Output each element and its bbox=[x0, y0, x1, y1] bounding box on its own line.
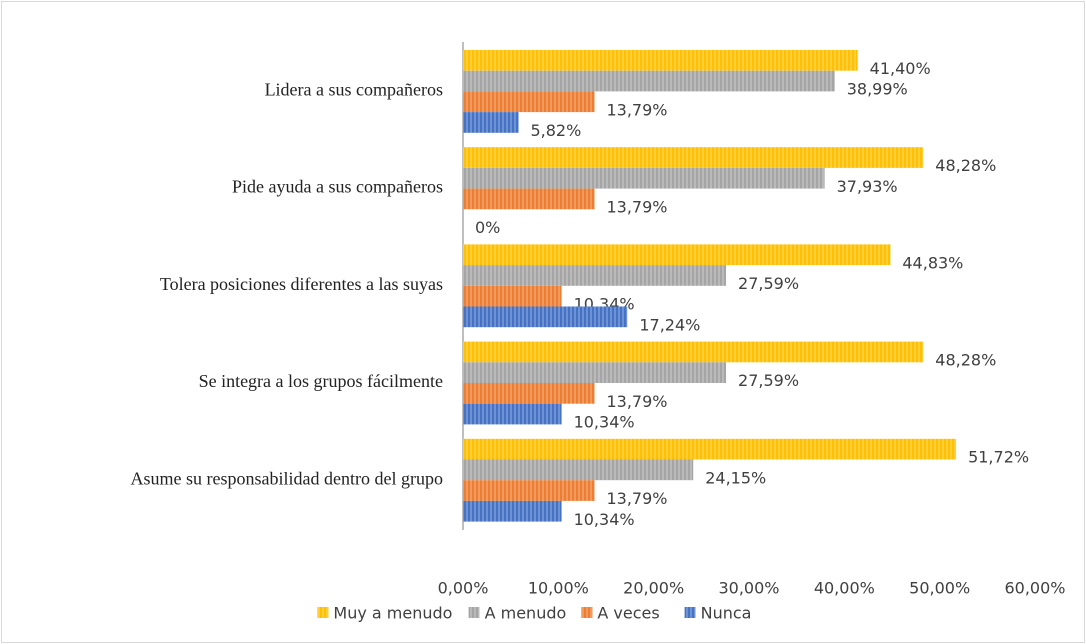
category-label: Asume su responsabilidad dentro del grup… bbox=[131, 468, 443, 488]
bar bbox=[463, 438, 957, 460]
bar bbox=[463, 265, 727, 286]
value-label: 27,59% bbox=[738, 371, 799, 390]
bar bbox=[463, 403, 562, 425]
legend-swatch bbox=[581, 607, 593, 618]
x-tick-label: 40,00% bbox=[814, 579, 875, 598]
bar bbox=[463, 500, 562, 522]
bar bbox=[463, 167, 825, 189]
bar bbox=[463, 306, 628, 328]
bar bbox=[463, 480, 595, 501]
bar bbox=[463, 383, 595, 404]
x-tick-label: 60,00% bbox=[1004, 579, 1065, 598]
value-label: 17,24% bbox=[639, 315, 700, 334]
category-label: Lidera a sus compañeros bbox=[265, 80, 443, 100]
bar bbox=[463, 50, 858, 71]
value-label: 5,82% bbox=[530, 121, 581, 140]
value-label: 10,34% bbox=[574, 510, 635, 529]
bar bbox=[463, 91, 595, 113]
value-label: 37,93% bbox=[837, 177, 898, 196]
category-label: Se integra a los grupos fácilmente bbox=[199, 371, 443, 391]
legend-label: A veces bbox=[597, 604, 659, 623]
category-label: Pide ayuda a sus compañeros bbox=[232, 177, 443, 197]
x-tick-label: 50,00% bbox=[909, 579, 970, 598]
value-label: 10,34% bbox=[574, 413, 635, 432]
bar bbox=[463, 188, 595, 210]
bar bbox=[463, 244, 891, 266]
bar bbox=[463, 147, 924, 168]
value-label: 13,79% bbox=[606, 489, 667, 508]
bar bbox=[463, 341, 924, 363]
legend-swatch bbox=[684, 607, 696, 618]
value-label: 27,59% bbox=[738, 274, 799, 293]
legend-label: Nunca bbox=[701, 604, 752, 623]
x-tick-label: 30,00% bbox=[718, 579, 779, 598]
value-label: 41,40% bbox=[870, 59, 931, 78]
bar bbox=[463, 70, 835, 92]
value-label: 13,79% bbox=[606, 100, 667, 119]
value-label: 51,72% bbox=[968, 448, 1029, 467]
legend-label: Muy a menudo bbox=[333, 604, 452, 623]
value-label: 44,83% bbox=[902, 253, 963, 272]
bar bbox=[463, 362, 727, 383]
legend-swatch bbox=[317, 607, 329, 618]
bar bbox=[463, 285, 562, 307]
value-label: 13,79% bbox=[606, 392, 667, 411]
x-tick-label: 10,00% bbox=[528, 579, 589, 598]
value-label: 24,15% bbox=[705, 468, 766, 487]
value-label: 38,99% bbox=[847, 80, 908, 99]
x-tick-label: 0,00% bbox=[438, 579, 489, 598]
legend-label: A menudo bbox=[485, 604, 567, 623]
x-tick-label: 20,00% bbox=[623, 579, 684, 598]
value-label: 48,28% bbox=[935, 156, 996, 175]
value-label: 13,79% bbox=[606, 197, 667, 216]
category-label: Tolera posiciones diferentes a las suyas bbox=[160, 274, 443, 294]
value-label: 0% bbox=[475, 218, 500, 237]
bar bbox=[463, 459, 694, 481]
legend-swatch bbox=[468, 607, 480, 618]
value-label: 48,28% bbox=[935, 350, 996, 369]
bar bbox=[463, 112, 519, 133]
